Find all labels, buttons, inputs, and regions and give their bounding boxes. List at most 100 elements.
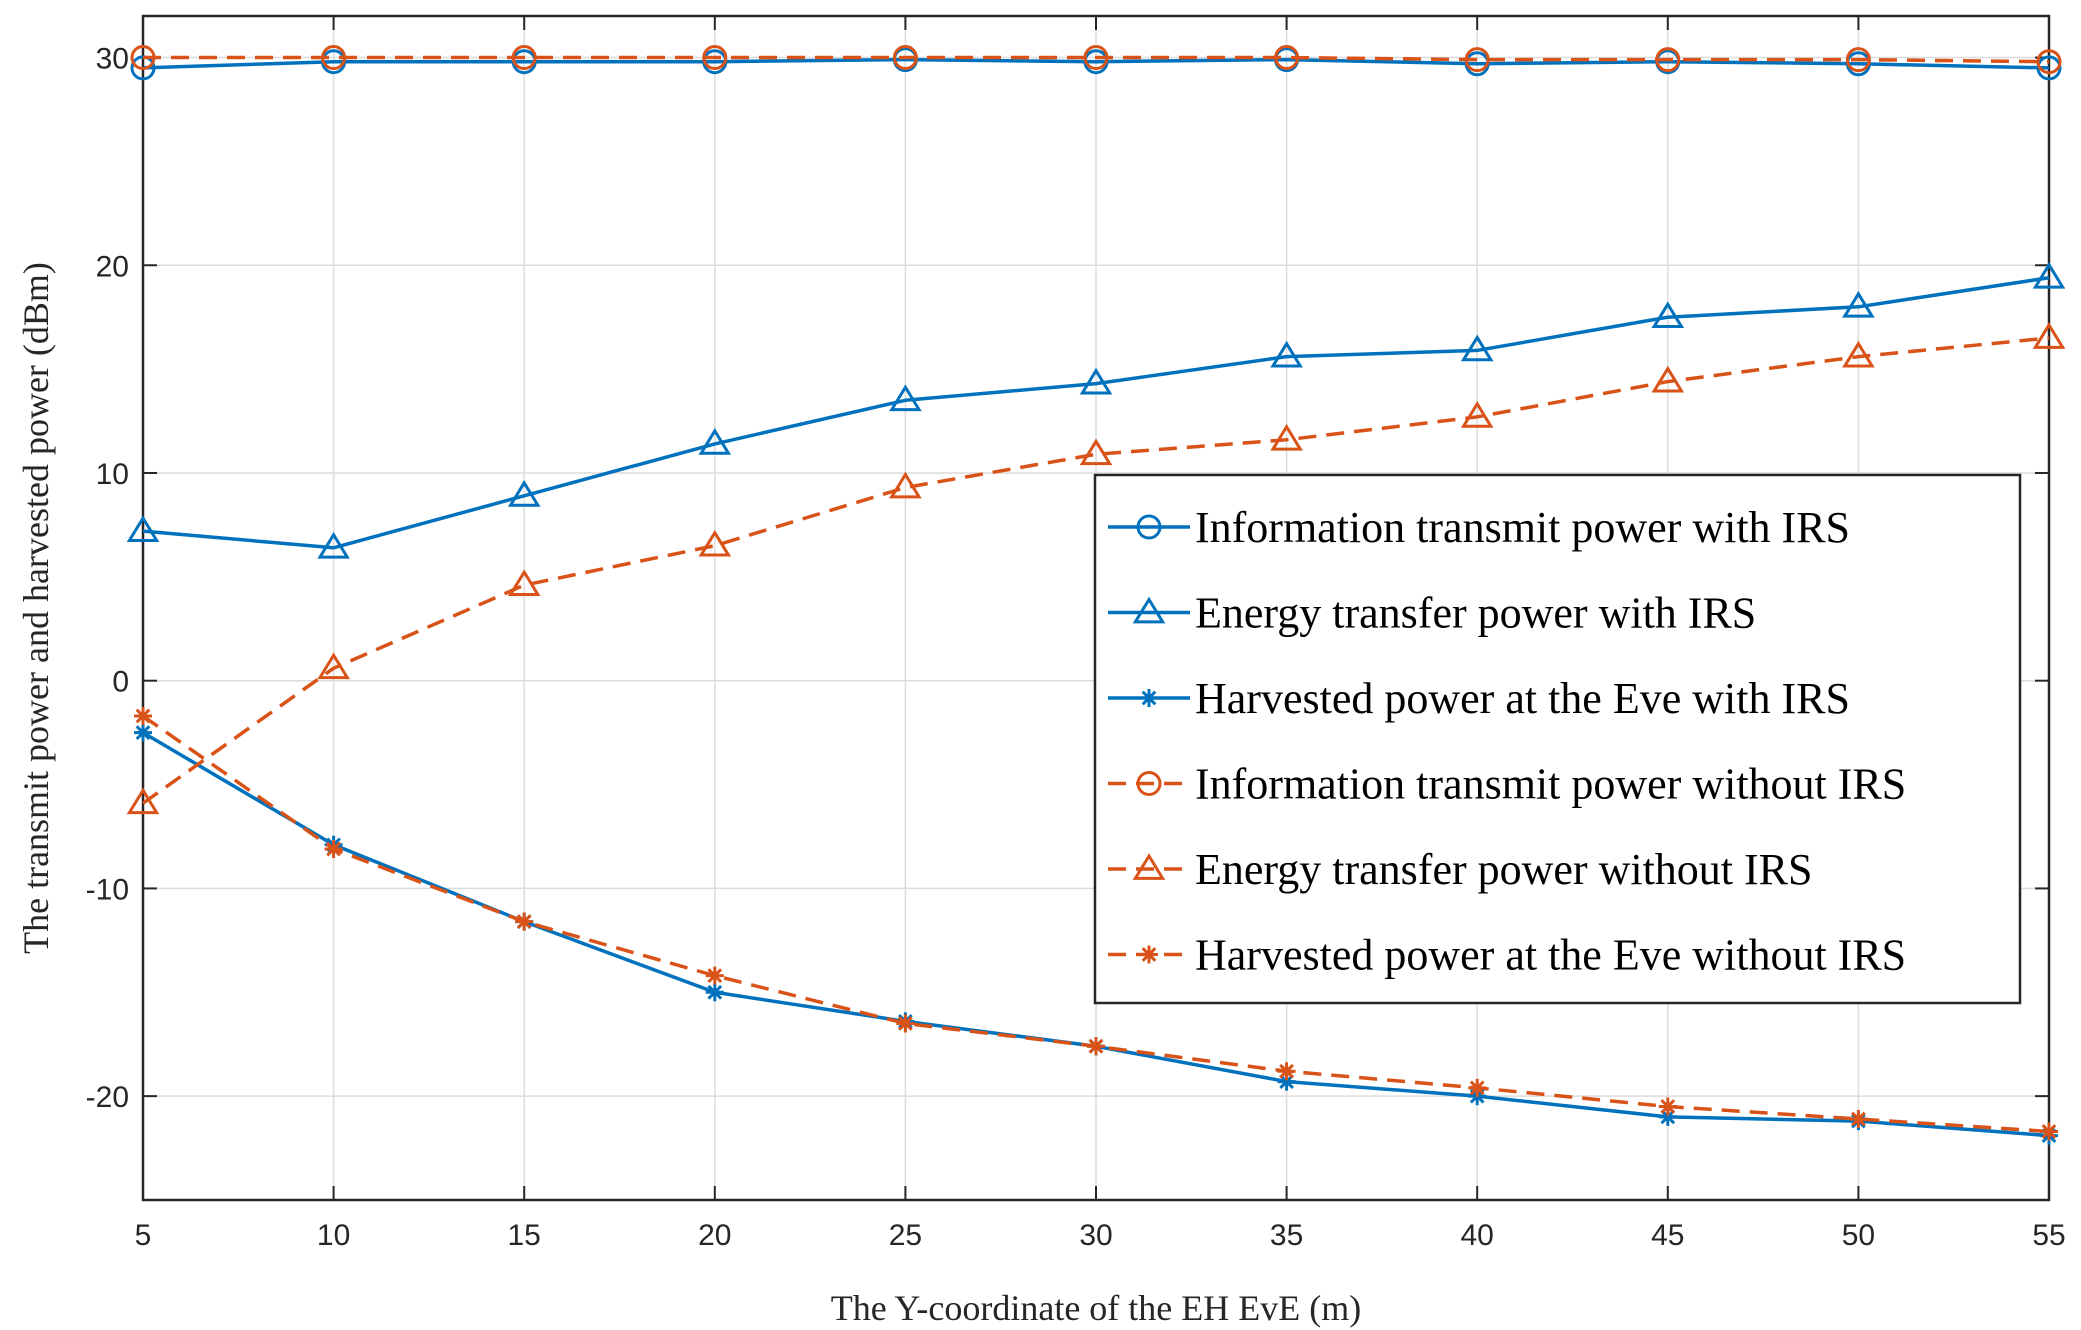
x-axis-title: The Y-coordinate of the EH EvE (m) xyxy=(831,1288,1361,1328)
y-tick-label: 0 xyxy=(112,666,129,699)
legend: Information transmit power with IRS Energ… xyxy=(1093,473,2022,1005)
asterisk-marker xyxy=(134,723,152,742)
triangle-marker xyxy=(889,384,922,412)
y-tick-label: 20 xyxy=(96,250,129,283)
circle-marker xyxy=(2036,49,2062,75)
asterisk-marker xyxy=(1140,689,1158,707)
series-4 xyxy=(130,45,2062,75)
circle-marker xyxy=(511,45,537,71)
series-5 xyxy=(126,322,2066,815)
y-tick-label: 30 xyxy=(96,43,129,76)
asterisk-marker xyxy=(1277,1062,1296,1081)
circle-marker xyxy=(1136,771,1162,796)
asterisk-marker xyxy=(1468,1078,1487,1097)
x-tick-label: 40 xyxy=(1461,1219,1494,1252)
asterisk-marker xyxy=(324,839,343,858)
legend-item-4: Information transmit power without IRS xyxy=(1108,760,1906,809)
circle-marker xyxy=(1136,514,1162,540)
x-tick-label: 50 xyxy=(1842,1219,1875,1252)
legend-item-3: Harvested power at the Eve with IRS xyxy=(1108,674,1850,723)
series-2 xyxy=(126,261,2066,559)
legend-label: Information transmit power without IRS xyxy=(1195,760,1906,809)
triangle-marker xyxy=(1842,340,1875,368)
triangle-marker xyxy=(1132,596,1166,624)
x-tick-label: 15 xyxy=(508,1219,541,1252)
triangle-marker xyxy=(1651,301,1685,329)
circle-marker xyxy=(130,45,156,71)
triangle-marker xyxy=(317,652,350,680)
legend-label: Harvested power at the Eve without IRS xyxy=(1195,931,1906,980)
y-axis-title: The transmit power and harvested power (… xyxy=(16,262,56,954)
triangle-marker xyxy=(698,529,732,557)
triangle-marker xyxy=(507,569,541,597)
triangle-marker xyxy=(1842,290,1875,318)
series-group xyxy=(126,45,2066,1145)
asterisk-marker xyxy=(1087,1037,1105,1056)
ticks: 5 10 15 20 25 30 35 40 45 50 55 -20 -10 0 10 20 30 xyxy=(86,16,2066,1252)
triangle-marker xyxy=(2032,261,2066,289)
legend-item-5: Energy transfer power without IRS xyxy=(1108,845,1813,894)
triangle-marker xyxy=(1460,334,1494,362)
legend-items: Information transmit power with IRS Energ… xyxy=(1108,503,1906,980)
y-tick-label: -10 xyxy=(86,873,129,906)
legend-label: Harvested power at the Eve with IRS xyxy=(1195,674,1850,723)
legend-item-1: Information transmit power with IRS xyxy=(1108,503,1850,552)
circle-marker xyxy=(702,45,728,71)
triangle-marker xyxy=(126,515,160,543)
x-tick-label: 35 xyxy=(1270,1219,1303,1252)
series-line xyxy=(142,275,2050,550)
x-tick-label: 10 xyxy=(317,1219,350,1252)
triangle-marker xyxy=(1270,423,1303,451)
legend-label: Information transmit power with IRS xyxy=(1195,503,1850,552)
triangle-marker xyxy=(507,479,541,507)
asterisk-marker xyxy=(134,707,152,726)
series-line xyxy=(143,55,2050,64)
series-line xyxy=(141,336,2050,805)
legend-label: Energy transfer power without IRS xyxy=(1195,845,1813,894)
x-tick-label: 20 xyxy=(698,1219,731,1252)
triangle-marker xyxy=(1079,367,1113,395)
circle-marker xyxy=(892,45,918,71)
circle-marker xyxy=(1083,45,1109,71)
circle-marker xyxy=(1655,47,1681,73)
circle-marker xyxy=(1464,47,1490,73)
circle-marker xyxy=(1845,47,1871,73)
asterisk-marker xyxy=(896,1014,915,1033)
y-tick-label: -20 xyxy=(86,1081,129,1114)
series-line xyxy=(142,57,2050,70)
y-tick-label: 10 xyxy=(96,458,129,491)
triangle-marker xyxy=(1460,401,1494,428)
asterisk-marker xyxy=(1658,1107,1677,1126)
asterisk-marker xyxy=(2040,1122,2058,1141)
triangle-marker xyxy=(1079,438,1113,466)
legend-label: Energy transfer power with IRS xyxy=(1195,589,1756,638)
triangle-marker xyxy=(1270,340,1303,368)
x-tick-label: 30 xyxy=(1079,1219,1112,1252)
triangle-marker xyxy=(889,471,922,499)
circle-marker xyxy=(2036,55,2062,81)
triangle-marker xyxy=(317,531,350,559)
asterisk-marker xyxy=(515,912,534,931)
series-6 xyxy=(134,707,2058,1141)
x-tick-label: 55 xyxy=(2032,1219,2065,1252)
asterisk-marker xyxy=(1849,1109,1868,1128)
triangle-marker xyxy=(1132,853,1166,880)
circle-marker xyxy=(321,45,347,71)
triangle-marker xyxy=(2032,322,2066,349)
circle-marker xyxy=(1274,45,1300,71)
legend-item-6: Harvested power at the Eve without IRS xyxy=(1108,931,1906,980)
x-tick-label: 25 xyxy=(889,1219,922,1252)
asterisk-marker xyxy=(1658,1097,1677,1116)
asterisk-marker xyxy=(1277,1072,1296,1091)
x-tick-label: 45 xyxy=(1651,1219,1684,1252)
triangle-marker xyxy=(698,428,732,455)
x-tick-label: 5 xyxy=(135,1219,152,1252)
asterisk-marker xyxy=(705,966,724,985)
triangle-marker xyxy=(126,787,160,815)
legend-item-2: Energy transfer power with IRS xyxy=(1108,589,1756,638)
asterisk-marker xyxy=(1140,945,1158,964)
legend-box xyxy=(1093,473,2022,1005)
triangle-marker xyxy=(1651,365,1685,393)
asterisk-marker xyxy=(705,983,724,1002)
